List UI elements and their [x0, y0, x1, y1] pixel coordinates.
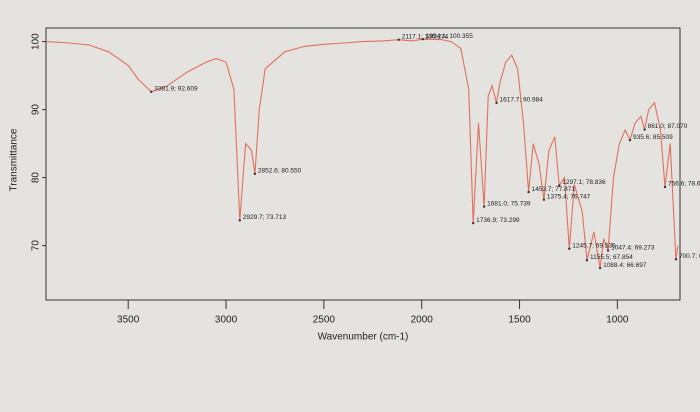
x-tick-label: 1500: [508, 315, 531, 326]
peak-marker: [150, 90, 153, 94]
peak-label: 1047.4; 69.273: [611, 244, 655, 251]
peak-label: 935.6; 85.509: [633, 134, 673, 141]
peak-marker: [238, 219, 241, 222]
peak-label: 756.6; 78.620: [668, 181, 700, 188]
peak-marker: [568, 247, 571, 250]
y-tick-label: 80: [31, 172, 42, 184]
peak-marker: [628, 138, 632, 142]
peak-marker: [598, 266, 602, 270]
y-tick-label: 100: [31, 33, 42, 50]
peak-marker: [253, 172, 257, 176]
peak-label: 1994.1; 100.355: [426, 33, 473, 40]
peak-marker: [663, 185, 667, 189]
peak-label: 1245.7; 69.535: [572, 242, 616, 249]
y-tick-label: 70: [31, 240, 42, 252]
peak-label: 1453.7; 77.871: [532, 186, 576, 193]
y-axis-label: Transmittance: [9, 128, 20, 191]
peak-label: 700.7; 67.994: [679, 253, 700, 260]
peak-label: 2117.1; 100.274: [402, 33, 449, 40]
peak-label: 1297.1; 78.836: [562, 179, 606, 186]
x-tick-label: 1000: [606, 315, 629, 326]
peak-marker: [606, 249, 610, 252]
peak-label: 3381.9; 92.609: [154, 86, 198, 93]
peak-marker: [397, 38, 400, 41]
peak-label: 861.0; 87.070: [648, 123, 688, 130]
peak-marker: [643, 128, 646, 131]
plot-frame: [45, 27, 681, 301]
peak-marker: [527, 190, 530, 194]
peak-label: 1088.4; 66.697: [603, 262, 647, 269]
peak-label: 1155.5; 67.854: [590, 254, 633, 261]
peak-label: 1375.4; 76.747: [547, 193, 591, 200]
peak-marker: [421, 37, 425, 41]
peak-marker: [471, 221, 475, 225]
spectrum-line: [45, 38, 679, 269]
peak-marker: [542, 198, 546, 201]
peak-marker: [558, 184, 561, 187]
y-tick-label: 90: [31, 104, 42, 116]
x-tick-label: 3000: [215, 315, 238, 326]
peak-marker: [585, 258, 589, 262]
peak-marker: [674, 258, 678, 261]
peak-label: 1736.9; 73.299: [476, 217, 520, 224]
peak-label: 2852.6; 80.550: [258, 168, 302, 175]
x-tick-label: 2000: [411, 315, 434, 326]
x-tick-label: 3500: [117, 315, 140, 326]
x-axis-label: Wavenumber (cm-1): [318, 332, 409, 343]
x-tick-label: 2500: [313, 315, 336, 326]
peak-marker: [495, 101, 498, 105]
peak-marker: [482, 205, 486, 208]
peak-label: 1681.0; 75.739: [487, 200, 531, 207]
peak-label: 1617.7; 90.984: [500, 97, 544, 104]
peak-label: 2929.7; 73.713: [243, 214, 287, 221]
